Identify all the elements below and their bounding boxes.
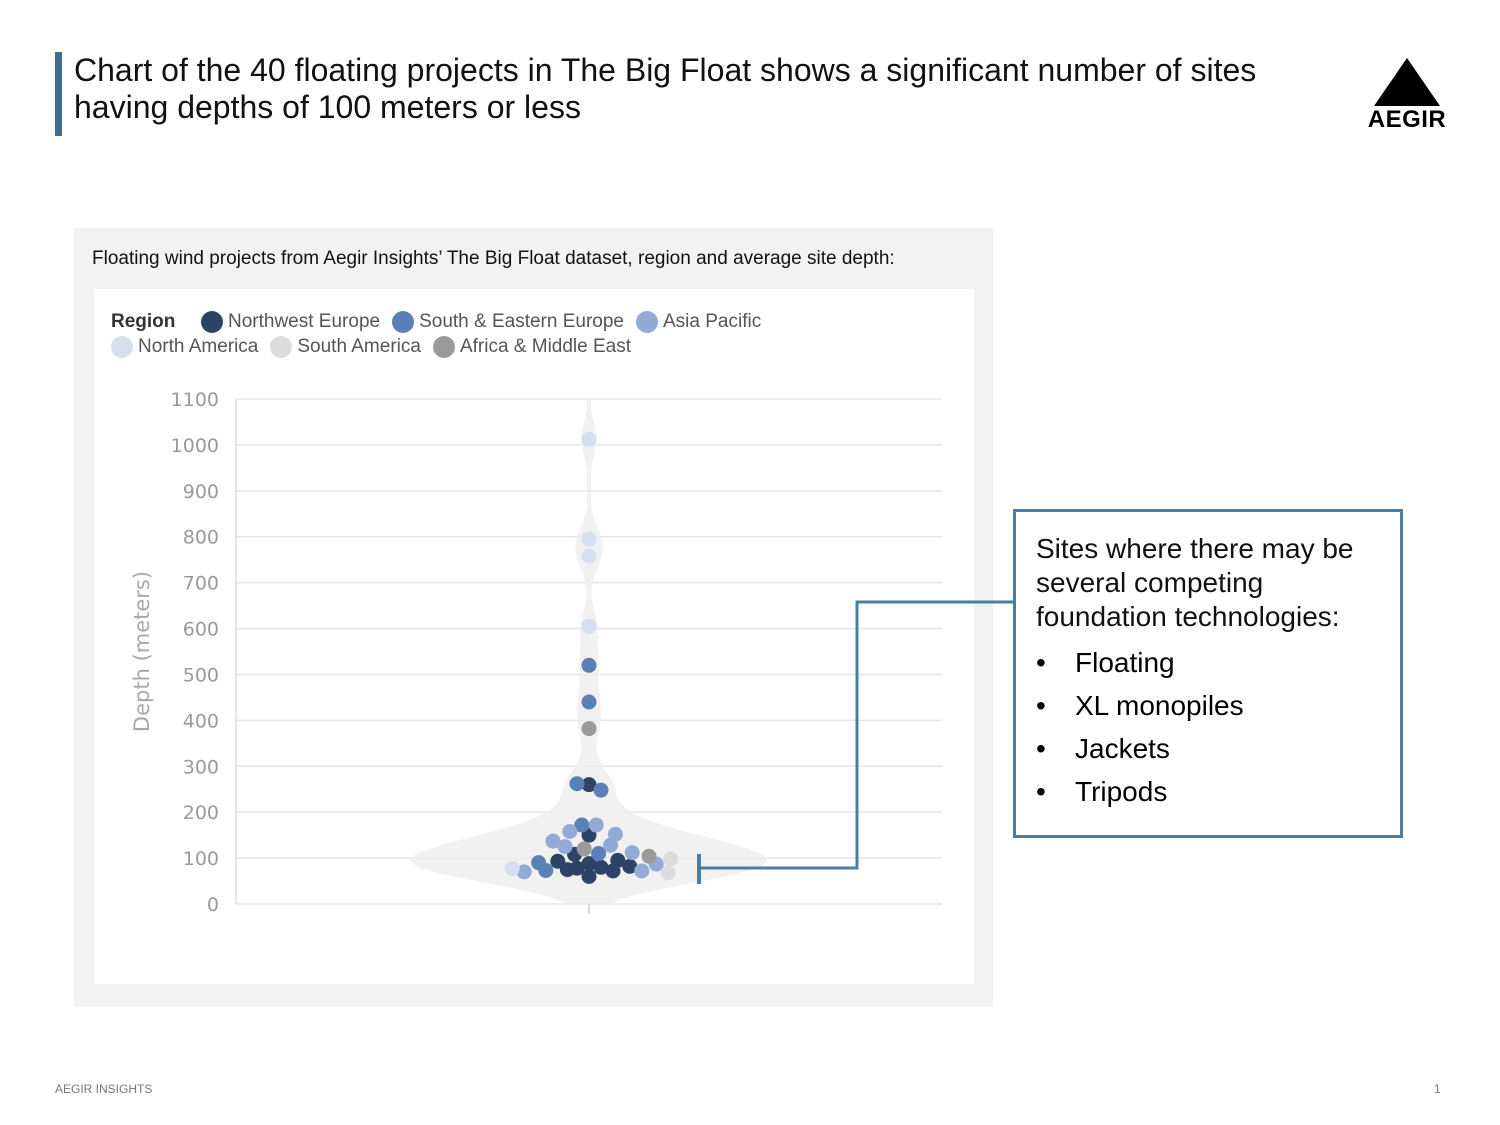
footer-brand: AEGIR INSIGHTS <box>55 1082 153 1096</box>
legend-label: South America <box>297 336 421 357</box>
legend-label: Northwest Europe <box>228 311 381 332</box>
legend-label: South & Eastern Europe <box>419 311 624 332</box>
legend-item: Asia Pacific <box>636 311 761 333</box>
legend-item: South & Eastern Europe <box>392 311 624 333</box>
legend-swatch <box>392 311 415 333</box>
legend-label: Africa & Middle East <box>459 336 632 357</box>
callout-item: • Tripods <box>1036 776 1168 807</box>
legend-swatch <box>111 336 133 358</box>
callout-intro: Sites where there may be several competi… <box>1036 533 1354 632</box>
page-title: Chart of the 40 floating projects in The… <box>74 52 1257 125</box>
chart-area <box>94 289 974 984</box>
legend-label: Asia Pacific <box>663 311 762 332</box>
legend-label: North America <box>138 336 259 357</box>
callout-item: • Jackets <box>1036 733 1170 764</box>
legend-item: South America <box>270 336 421 358</box>
legend-swatch <box>270 336 293 358</box>
legend-item: Northwest Europe <box>201 311 380 333</box>
legend-item: North America <box>111 336 258 358</box>
legend-swatch <box>432 336 455 358</box>
page-number: 1 <box>1434 1082 1441 1096</box>
aegir-logo-icon <box>1374 58 1440 106</box>
callout-item: • XL monopiles <box>1036 690 1244 721</box>
legend-swatch <box>636 311 658 333</box>
legend-item: Africa & Middle East <box>432 336 632 358</box>
legend-title: Region <box>111 311 176 332</box>
title-accent-bar <box>55 52 62 136</box>
callout-item: • Floating <box>1036 647 1175 678</box>
callout-box <box>1013 509 1403 838</box>
callout-list: • Floating • XL monopiles • Jackets • Tripod… <box>1036 644 1244 816</box>
aegir-logo-text: AEGIR <box>1367 106 1447 133</box>
chart-caption: Floating wind projects from Aegir Insigh… <box>92 248 895 269</box>
legend-swatch <box>201 311 223 333</box>
